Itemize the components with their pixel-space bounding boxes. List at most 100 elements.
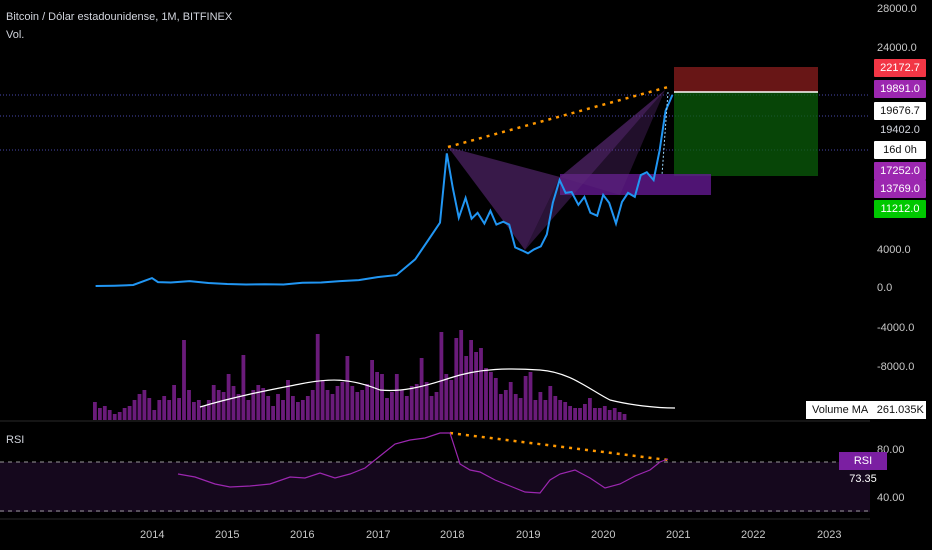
volume-bar bbox=[454, 338, 459, 420]
volume-bar bbox=[325, 390, 330, 420]
volume-bar bbox=[281, 400, 285, 420]
volume-bar bbox=[201, 406, 206, 420]
volume-bar bbox=[98, 408, 102, 420]
price-tag-last: 19676.7 bbox=[874, 102, 926, 120]
volume-bar bbox=[345, 356, 350, 420]
volume-bar bbox=[300, 400, 305, 420]
time-axis-label: 2021 bbox=[666, 529, 691, 541]
volume-bar bbox=[206, 400, 211, 420]
price-tag-zone-top: 17252.0 bbox=[874, 162, 926, 180]
volume-bar bbox=[335, 386, 340, 420]
rsi-legend: RSI bbox=[6, 434, 25, 446]
volume-bar bbox=[162, 396, 167, 420]
pattern-triangle bbox=[525, 90, 665, 250]
volume-bar bbox=[380, 374, 384, 420]
volume-bar bbox=[241, 355, 246, 420]
volume-bar bbox=[419, 358, 424, 420]
volume-bar bbox=[182, 340, 186, 420]
rsi-band bbox=[0, 462, 870, 512]
volume-bar bbox=[612, 408, 617, 420]
volume-bar bbox=[498, 394, 503, 420]
volume-bar bbox=[588, 398, 592, 420]
price-axis-label: -8000.0 bbox=[877, 361, 915, 373]
time-axis-label: 2023 bbox=[817, 529, 842, 541]
price-tag-target: 11212.0 bbox=[874, 200, 926, 218]
volume-bar bbox=[385, 398, 389, 420]
volume-bar bbox=[573, 408, 577, 420]
rsi-line bbox=[177, 432, 669, 494]
rsi-readout-value: 73.35 bbox=[849, 473, 877, 485]
volume-bar bbox=[122, 408, 127, 420]
price-tag-entry: 19891.0 bbox=[874, 80, 926, 98]
volume-bar bbox=[251, 390, 256, 420]
volume-bar bbox=[107, 410, 112, 420]
volume-bar bbox=[538, 392, 543, 420]
volume-bar bbox=[558, 400, 563, 420]
volume-bar bbox=[479, 348, 483, 420]
volume-bar bbox=[226, 374, 231, 420]
volume-bar bbox=[172, 385, 176, 420]
volume-bar bbox=[360, 390, 365, 420]
volume-ma-value: 261.035K bbox=[876, 404, 924, 416]
countdown-tag: 16d 0h bbox=[874, 141, 926, 159]
volume-bar bbox=[221, 392, 226, 420]
volume-bar bbox=[607, 410, 612, 420]
volume-bar bbox=[132, 400, 137, 420]
pattern-triangle bbox=[448, 147, 560, 250]
volume-bar bbox=[489, 372, 493, 420]
price-axis-label: 28000.0 bbox=[877, 3, 917, 15]
volume-bar bbox=[474, 352, 478, 420]
volume-bar bbox=[622, 414, 627, 420]
time-axis-label: 2019 bbox=[516, 529, 541, 541]
volume-bar bbox=[365, 384, 370, 420]
volume-bar bbox=[508, 382, 513, 420]
volume-bar bbox=[231, 386, 236, 420]
volume-ma-label: Volume MA bbox=[812, 404, 868, 416]
volume-bar bbox=[142, 390, 147, 420]
volume-ma-line bbox=[199, 368, 676, 409]
volume-bar bbox=[449, 380, 454, 420]
volume-bar bbox=[444, 374, 449, 420]
volume-bar bbox=[196, 400, 201, 420]
volume-bar bbox=[320, 380, 325, 420]
volume-bar bbox=[583, 404, 587, 420]
volume-bar bbox=[246, 400, 251, 420]
volume-bar bbox=[434, 392, 439, 420]
volume-bar bbox=[429, 396, 434, 420]
volume-bar bbox=[256, 385, 261, 420]
take-profit-zone bbox=[674, 92, 818, 176]
price-axis-label: -4000.0 bbox=[877, 322, 915, 334]
volume-bar bbox=[523, 376, 528, 420]
volume-bar bbox=[157, 400, 162, 420]
volume-bar bbox=[578, 408, 582, 420]
volume-bar bbox=[315, 334, 320, 420]
volume-bar bbox=[330, 394, 335, 420]
trendline-rsi bbox=[449, 431, 669, 462]
price-tag-zone-bottom: 13769.0 bbox=[874, 180, 926, 198]
volume-bar bbox=[593, 408, 597, 420]
volume-bar bbox=[286, 380, 290, 420]
time-axis-label: 2015 bbox=[215, 529, 240, 541]
volume-bar bbox=[568, 406, 572, 420]
time-axis-label: 2022 bbox=[741, 529, 766, 541]
volume-bar bbox=[216, 390, 221, 420]
time-axis-label: 2018 bbox=[440, 529, 465, 541]
volume-bar bbox=[404, 396, 409, 420]
volume-bar bbox=[399, 390, 404, 420]
price-axis-label: 4000.0 bbox=[877, 244, 911, 256]
volume-bar bbox=[261, 388, 266, 420]
volume-bar bbox=[469, 340, 473, 420]
volume-bar bbox=[355, 392, 360, 420]
volume-bar bbox=[375, 372, 379, 420]
volume-bar bbox=[543, 400, 548, 420]
pattern-triangle bbox=[560, 90, 665, 195]
volume-bar bbox=[390, 392, 394, 420]
volume-bar bbox=[602, 406, 607, 420]
rsi-readout: RSI 73.35 bbox=[839, 452, 887, 485]
volume-bar bbox=[439, 332, 444, 420]
volume-bar bbox=[414, 384, 419, 420]
volume-bar bbox=[424, 382, 429, 420]
volume-bar bbox=[236, 394, 241, 420]
rsi-readout-label: RSI bbox=[853, 455, 873, 467]
time-axis-label: 2014 bbox=[140, 529, 165, 541]
